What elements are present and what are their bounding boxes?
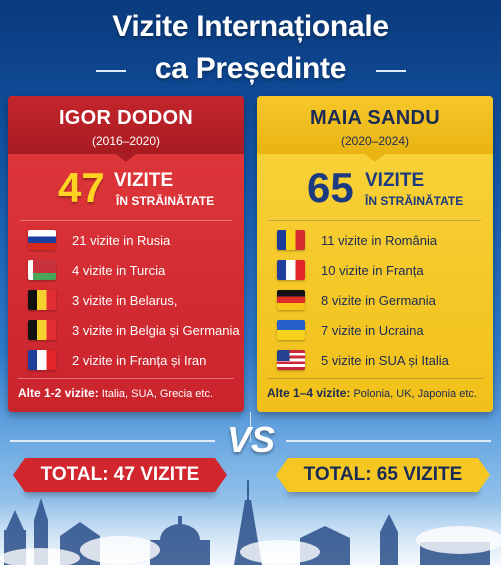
dodon-panel: IGOR DODON (2016–2020) 47 VIZITE ÎN STRĂ… (8, 96, 244, 412)
list-item-text: 7 vizite in Ucraina (321, 322, 424, 338)
list-item-text: 5 vizite in SUA și Italia (321, 352, 449, 368)
list-item: 3 vizite in Belgia și Germania (28, 318, 240, 342)
usa-flag-icon (277, 350, 305, 370)
list-item-text: 21 vizite in Rusia (72, 232, 171, 248)
header-notch (116, 154, 136, 162)
dodon-count-label: VIZITE (114, 170, 174, 191)
page-title-line1: Vizite Internaționale (112, 10, 389, 43)
other-label: Alte 1-2 vizite: (18, 386, 99, 400)
dodon-other-visits: Alte 1-2 vizite: Italia, SUA, Grecia etc… (18, 378, 234, 406)
belarus-flag-icon (28, 260, 56, 280)
sandu-panel: MAIA SANDU (2020–2024) 65 VIZITE ÎN STRĂ… (257, 96, 493, 412)
list-item-text: 2 vizite in Franța și Iran (72, 352, 207, 368)
page-title-line2: ca Președinte (154, 52, 347, 85)
list-item-text: 4 vizite in Turcia (72, 262, 166, 278)
list-item-text: 3 vizite in Belgia și Germania (72, 322, 240, 338)
title-rule-left (96, 70, 126, 72)
header-notch (365, 154, 385, 162)
other-value: Italia, SUA, Grecia etc. (101, 388, 214, 400)
dodon-header: IGOR DODON (2016–2020) (8, 96, 244, 154)
list-item-text: 10 vizite in Franța (321, 262, 424, 278)
sandu-count-label: VIZITE (365, 170, 425, 191)
list-item: 4 vizite in Turcia (28, 258, 165, 282)
divider (269, 220, 481, 221)
list-item: 5 vizite in SUA și Italia (277, 348, 449, 372)
dodon-visit-count: 47 (58, 164, 105, 211)
list-item: 10 vizite in Franța (277, 258, 424, 282)
dodon-total-banner: TOTAL: 47 VIZITE (13, 458, 227, 492)
belgium-flag-icon (28, 320, 56, 340)
france-flag-icon (277, 260, 305, 280)
sandu-other-visits: Alte 1–4 vizite: Polonia, UK, Japonia et… (267, 378, 483, 406)
city-skyline-illustration (0, 480, 501, 565)
vs-rule-left (10, 440, 215, 442)
dodon-years: (2016–2020) (91, 134, 161, 148)
sandu-years: (2020–2024) (340, 134, 410, 148)
dodon-name: IGOR DODON (58, 107, 194, 129)
title-rule-right (376, 70, 406, 72)
sandu-total-banner: TOTAL: 65 VIZITE (276, 458, 490, 492)
belgium-flag-icon (28, 290, 56, 310)
sandu-count-sub: ÎN STRĂINĂTATE (365, 194, 464, 208)
vs-rule-right (286, 440, 491, 442)
sandu-header: MAIA SANDU (2020–2024) (257, 96, 493, 154)
other-label: Alte 1–4 vizite: (267, 386, 351, 400)
list-item-text: 8 vizite in Germania (321, 292, 436, 308)
germany-flag-icon (277, 290, 305, 310)
list-item-text: 11 vizite in România (321, 232, 438, 248)
vs-label: VS (226, 419, 276, 460)
dodon-count-sub: ÎN STRĂINĂTATE (116, 194, 215, 208)
divider (20, 220, 232, 221)
sandu-name: MAIA SANDU (309, 107, 441, 129)
list-item: 11 vizite in România (277, 228, 437, 252)
other-value: Polonia, UK, Japonia etc. (353, 388, 477, 400)
center-divider (250, 412, 251, 442)
russia-flag-icon (28, 230, 56, 250)
list-item: 3 vizite in Belarus, (28, 288, 178, 312)
romania-flag-icon (277, 230, 305, 250)
list-item: 2 vizite in Franța și Iran (28, 348, 206, 372)
sandu-visit-count: 65 (307, 164, 354, 211)
france-flag-icon (28, 350, 56, 370)
list-item: 21 vizite in Rusia (28, 228, 170, 252)
list-item-text: 3 vizite in Belarus, (72, 292, 178, 308)
list-item: 7 vizite in Ucraina (277, 318, 424, 342)
list-item: 8 vizite in Germania (277, 288, 436, 312)
ukraine-flag-icon (277, 320, 305, 340)
